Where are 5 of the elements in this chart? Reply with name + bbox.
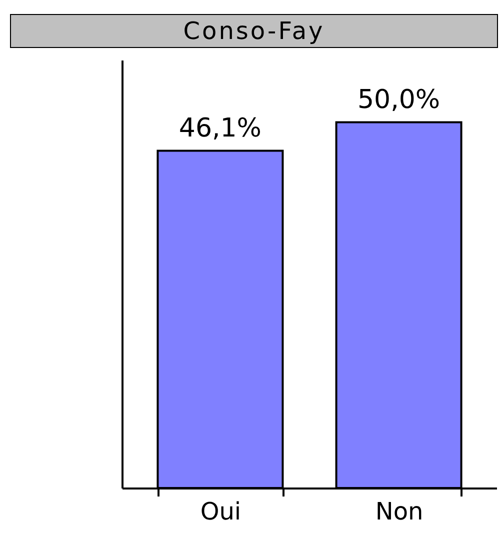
x-tick-label: Non <box>375 498 424 526</box>
chart-title: Conso-Fay <box>10 14 498 48</box>
data-label: 50,0% <box>357 85 440 116</box>
data-label: 46,1% <box>178 114 262 144</box>
x-tick-label: Oui <box>200 498 242 526</box>
